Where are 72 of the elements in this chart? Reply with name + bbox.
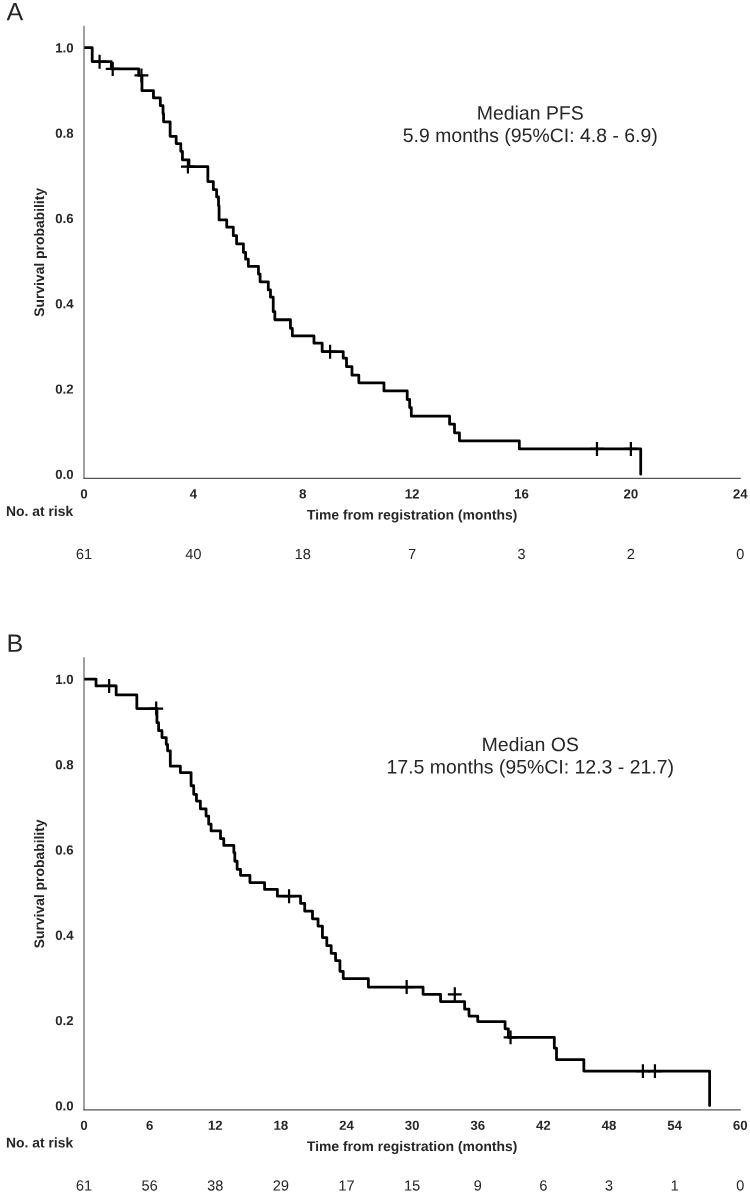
text: 15 bbox=[405, 1180, 420, 1191]
y-tick-label: 0.2 bbox=[55, 384, 74, 394]
x-tick-label: 0 bbox=[80, 1120, 88, 1130]
x-axis-title: Time from registration (months) bbox=[307, 509, 517, 523]
text: 1 bbox=[671, 1180, 678, 1191]
y-tick-label: 0.0 bbox=[55, 469, 74, 480]
text: 0 bbox=[736, 548, 744, 560]
y-tick-label: 0.4 bbox=[55, 299, 74, 309]
point bbox=[281, 888, 298, 905]
x-tick-label: 0 bbox=[80, 489, 88, 499]
y-tick-label: 0.0 bbox=[55, 1101, 74, 1111]
text: No. at risk bbox=[6, 505, 74, 517]
point bbox=[646, 1063, 663, 1080]
annotation: Median PFS 5.9 months (95%CI: 4.8 - 6.9) bbox=[403, 105, 657, 146]
x-tick-label: 54 bbox=[667, 1120, 682, 1130]
text: 6 bbox=[540, 1180, 547, 1191]
point bbox=[502, 1029, 519, 1046]
x-tick-label: 12 bbox=[405, 489, 419, 499]
x-tick-label: 60 bbox=[733, 1120, 748, 1130]
x-tick-label: 30 bbox=[405, 1120, 419, 1131]
text: 9 bbox=[474, 1180, 482, 1191]
x-tick-label: 12 bbox=[208, 1120, 223, 1130]
x-tick-label: 24 bbox=[733, 489, 748, 499]
y-tick-label: 0.6 bbox=[55, 213, 74, 224]
x-axis-title: Time from registration (months) bbox=[307, 1140, 517, 1154]
point bbox=[446, 986, 463, 1003]
y-tick-label: 0.6 bbox=[55, 845, 74, 855]
point bbox=[148, 700, 165, 717]
x-tick-label: 18 bbox=[274, 1120, 288, 1130]
y-axis-title: Survival probability bbox=[33, 187, 47, 317]
point bbox=[634, 1063, 651, 1080]
point bbox=[104, 60, 121, 78]
x-tick-label: 6 bbox=[146, 1120, 153, 1130]
x-tick-label: 16 bbox=[514, 489, 529, 499]
y-axis-title: Survival probability bbox=[33, 819, 47, 948]
text: 61 bbox=[76, 548, 92, 560]
annotation: Median OS 17.5 months (95%CI: 12.3 - 21.7) bbox=[387, 737, 673, 778]
chart-title: B bbox=[8, 634, 22, 652]
x-tick-label: 20 bbox=[624, 489, 638, 499]
x-tick-label: 48 bbox=[601, 1120, 616, 1130]
text: 3 bbox=[518, 548, 525, 560]
y-tick-label: 1.0 bbox=[56, 674, 74, 685]
y-tick-label: 1.0 bbox=[56, 43, 74, 53]
text: 56 bbox=[142, 1180, 158, 1191]
x-tick-label: 36 bbox=[470, 1120, 485, 1131]
x-tick-label: 4 bbox=[189, 489, 197, 499]
y-tick-label: 0.8 bbox=[55, 759, 74, 770]
x-tick-label: 8 bbox=[299, 489, 307, 499]
text: 18 bbox=[295, 548, 311, 560]
point bbox=[622, 440, 639, 458]
point bbox=[588, 440, 606, 458]
y-tick-label: 0.4 bbox=[55, 930, 74, 940]
text: 7 bbox=[408, 548, 416, 560]
text: 29 bbox=[273, 1180, 289, 1191]
point bbox=[398, 979, 415, 996]
chart-title: A bbox=[6, 3, 24, 21]
x-tick-label: 24 bbox=[339, 1120, 354, 1130]
point bbox=[322, 343, 339, 360]
point bbox=[133, 67, 150, 84]
point bbox=[101, 677, 118, 694]
text: 61 bbox=[76, 1180, 92, 1191]
text: 40 bbox=[185, 548, 201, 560]
text: 38 bbox=[207, 1180, 223, 1191]
text: 3 bbox=[605, 1180, 613, 1191]
text: No. at risk bbox=[6, 1137, 74, 1148]
text: 2 bbox=[627, 548, 635, 560]
text: 0 bbox=[736, 1180, 744, 1191]
y-tick-label: 0.8 bbox=[55, 128, 74, 138]
point bbox=[91, 53, 108, 70]
text: 17 bbox=[339, 1180, 354, 1191]
x-tick-label: 42 bbox=[536, 1120, 551, 1130]
y-tick-label: 0.2 bbox=[55, 1015, 74, 1026]
